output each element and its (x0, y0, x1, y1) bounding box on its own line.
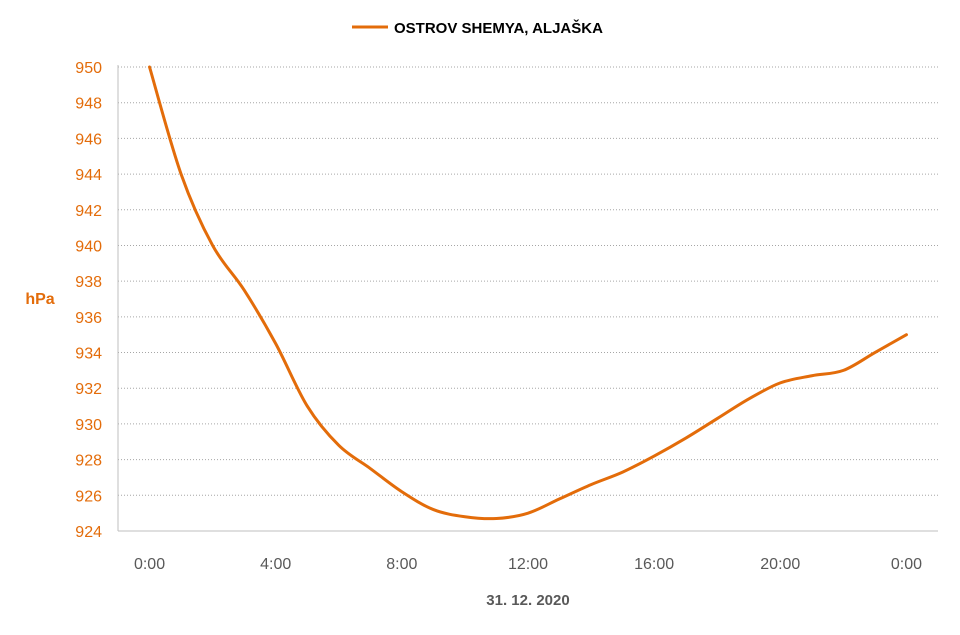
y-tick-label: 928 (75, 453, 102, 470)
y-tick-label: 930 (75, 417, 102, 434)
x-tick-label: 0:00 (134, 556, 165, 573)
y-tick-label: 934 (75, 346, 102, 363)
y-axis-label: hPa (25, 291, 54, 308)
legend: OSTROV SHEMYA, ALJAŠKA (352, 19, 603, 37)
y-tick-label: 926 (75, 488, 102, 505)
y-tick-label: 932 (75, 381, 102, 398)
series-line (148, 65, 908, 521)
legend-label: OSTROV SHEMYA, ALJAŠKA (394, 19, 603, 37)
y-tick-label: 942 (75, 203, 102, 220)
x-axis-label: 31. 12. 2020 (486, 592, 569, 609)
y-tick-label: 938 (75, 274, 102, 291)
x-tick-label: 12:00 (508, 556, 548, 573)
x-tick-label: 0:00 (891, 556, 922, 573)
x-tick-label: 20:00 (760, 556, 800, 573)
x-tick-label: 8:00 (386, 556, 417, 573)
x-tick-labels: 0:00 4:00 8:00 12:00 16:00 20:00 0:00 (134, 556, 922, 573)
gridlines (118, 66, 938, 496)
y-tick-labels: 924 926 928 930 932 934 936 938 940 942 944 946 948 9… (75, 60, 102, 541)
y-tick-label: 944 (75, 167, 102, 184)
x-tick-label: 16:00 (634, 556, 674, 573)
y-tick-label: 936 (75, 310, 102, 327)
y-tick-label: 940 (75, 238, 102, 255)
y-tick-label: 946 (75, 131, 102, 148)
y-tick-label: 950 (75, 60, 102, 77)
y-tick-label: 924 (75, 524, 102, 541)
y-tick-label: 948 (75, 96, 102, 113)
x-tick-label: 4:00 (260, 556, 291, 573)
